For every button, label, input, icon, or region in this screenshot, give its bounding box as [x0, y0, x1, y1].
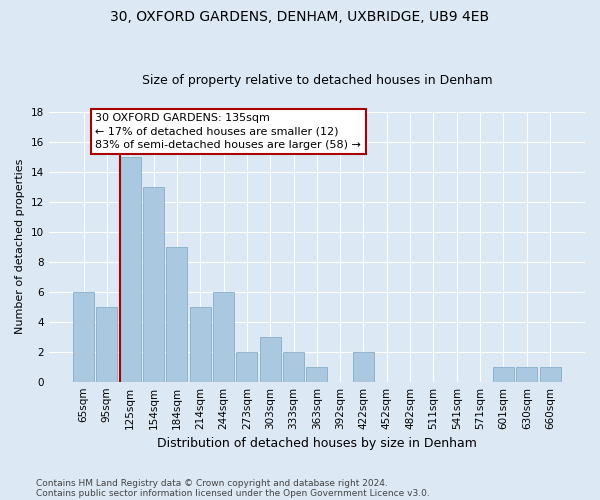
Text: Contains public sector information licensed under the Open Government Licence v3: Contains public sector information licen… — [36, 488, 430, 498]
Bar — [213, 292, 234, 382]
Bar — [166, 246, 187, 382]
Bar — [516, 366, 537, 382]
Text: 30, OXFORD GARDENS, DENHAM, UXBRIDGE, UB9 4EB: 30, OXFORD GARDENS, DENHAM, UXBRIDGE, UB… — [110, 10, 490, 24]
Bar — [120, 157, 140, 382]
Bar — [236, 352, 257, 382]
Bar — [283, 352, 304, 382]
Y-axis label: Number of detached properties: Number of detached properties — [15, 159, 25, 334]
Bar — [97, 306, 118, 382]
Bar — [353, 352, 374, 382]
X-axis label: Distribution of detached houses by size in Denham: Distribution of detached houses by size … — [157, 437, 477, 450]
Bar — [260, 336, 281, 382]
Bar — [190, 306, 211, 382]
Title: Size of property relative to detached houses in Denham: Size of property relative to detached ho… — [142, 74, 492, 87]
Bar — [493, 366, 514, 382]
Bar — [73, 292, 94, 382]
Bar — [143, 187, 164, 382]
Text: Contains HM Land Registry data © Crown copyright and database right 2024.: Contains HM Land Registry data © Crown c… — [36, 478, 388, 488]
Bar — [307, 366, 328, 382]
Text: 30 OXFORD GARDENS: 135sqm
← 17% of detached houses are smaller (12)
83% of semi-: 30 OXFORD GARDENS: 135sqm ← 17% of detac… — [95, 114, 361, 150]
Bar — [539, 366, 560, 382]
